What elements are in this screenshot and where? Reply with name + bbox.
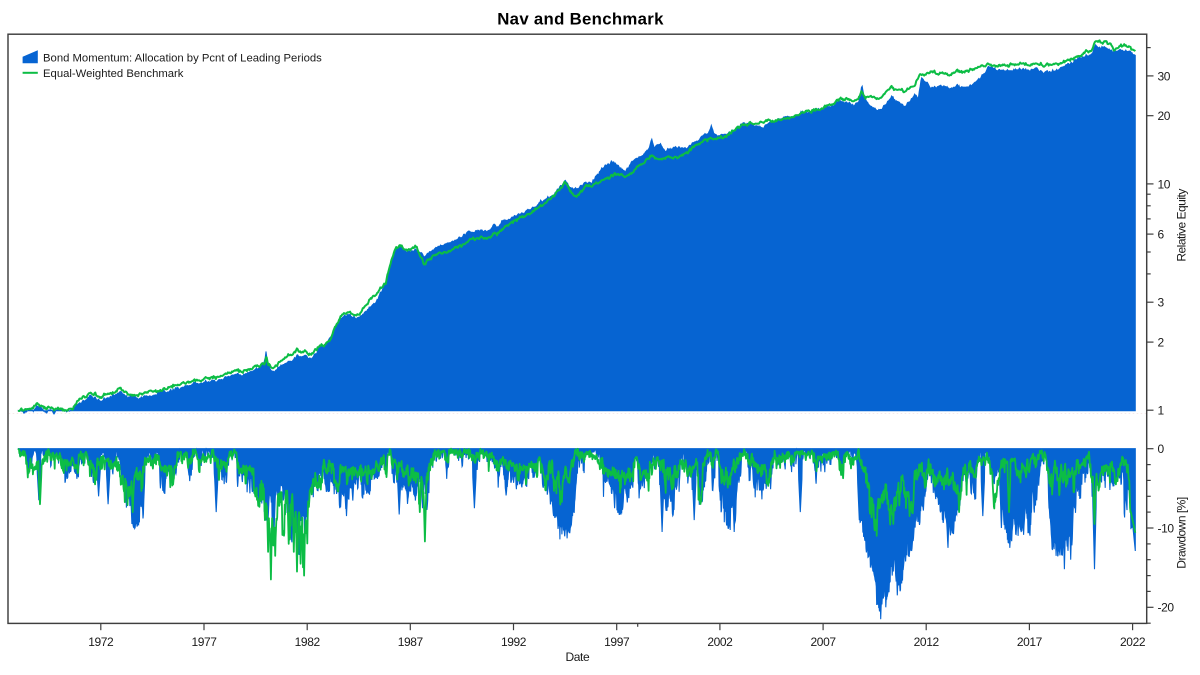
svg-text:Drawdown [%]: Drawdown [%] — [1175, 497, 1189, 569]
svg-text:Equal-Weighted Benchmark: Equal-Weighted Benchmark — [43, 68, 184, 80]
svg-text:30: 30 — [1158, 69, 1171, 83]
svg-text:Date: Date — [566, 650, 590, 664]
svg-text:2007: 2007 — [811, 635, 837, 649]
svg-text:0: 0 — [1158, 442, 1165, 456]
svg-text:1982: 1982 — [295, 635, 321, 649]
svg-text:10: 10 — [1158, 177, 1171, 191]
svg-text:1992: 1992 — [501, 635, 527, 649]
svg-text:-10: -10 — [1158, 521, 1175, 535]
svg-text:20: 20 — [1158, 109, 1171, 123]
svg-text:2017: 2017 — [1017, 635, 1043, 649]
svg-text:2: 2 — [1158, 336, 1165, 350]
svg-text:1972: 1972 — [88, 635, 114, 649]
svg-text:2012: 2012 — [914, 635, 940, 649]
svg-text:Relative Equity: Relative Equity — [1175, 189, 1189, 262]
svg-text:Nav and Benchmark: Nav and Benchmark — [497, 9, 664, 28]
svg-text:1987: 1987 — [398, 635, 424, 649]
svg-text:-20: -20 — [1158, 601, 1175, 615]
svg-text:Bond Momentum: Allocation by P: Bond Momentum: Allocation by Pcnt of Lea… — [43, 52, 322, 64]
svg-text:3: 3 — [1158, 296, 1165, 310]
svg-text:1997: 1997 — [604, 635, 630, 649]
svg-text:1977: 1977 — [191, 635, 217, 649]
svg-text:2002: 2002 — [707, 635, 733, 649]
svg-text:2022: 2022 — [1120, 635, 1146, 649]
svg-text:6: 6 — [1158, 228, 1165, 242]
svg-text:1: 1 — [1158, 404, 1165, 418]
